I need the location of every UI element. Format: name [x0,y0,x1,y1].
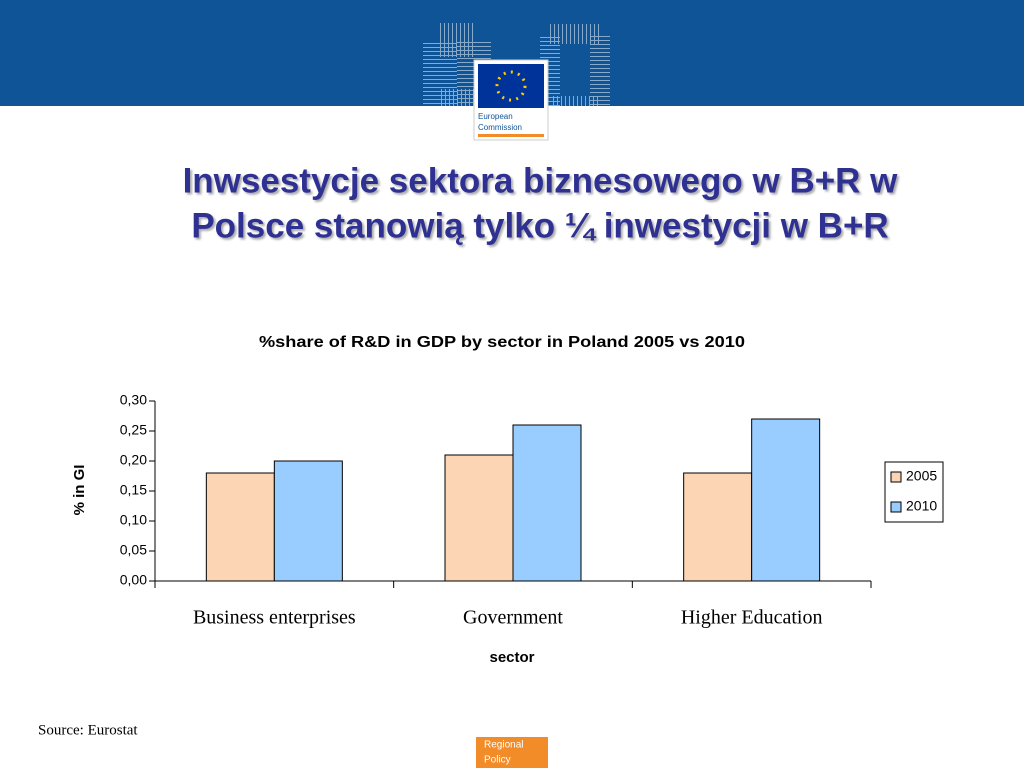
y-tick-label: 0,00 [120,572,147,588]
legend-label: 2005 [906,468,937,484]
source: Source: Eurostat [38,722,138,738]
logo: European Commission [423,23,610,141]
chart: 0,00 0,05 0,10 0,15 0,20 0,25 0,30 Business ent… [120,392,944,629]
x-tick-label: Business enterprises [193,607,356,629]
bar [273,460,343,582]
y-axis-label: % in GI [71,465,88,516]
footer-text: Policy [484,755,511,766]
y-tick-label: 0,20 [120,452,147,468]
x-tick-label: Higher Education [681,607,823,629]
bar [444,454,514,582]
bar [205,472,275,582]
x-tick-label: Government [463,607,563,629]
bar [751,418,821,582]
legend-swatch [890,471,902,483]
y-tick-label: 0,15 [120,482,147,498]
legend-swatch [890,501,902,513]
logo-text: European [478,112,513,121]
footer-badge [476,737,548,768]
y-tick-label: 0,05 [120,542,147,558]
legend-label: 2010 [906,498,937,514]
y-tick-label: 0,10 [120,512,147,528]
chart-title: %share of R&D in GDP by sector in Poland… [259,334,745,351]
footer-text: Regional [484,740,523,751]
slide-title: Inwsestycje sektora biznesowego w B+R w [183,161,899,200]
y-tick-label: 0,25 [120,422,147,438]
logo-text: Commission [478,123,522,132]
x-axis-label: sector [489,649,534,666]
bar [512,424,582,582]
y-tick-label: 0,30 [120,392,147,408]
slide-title: Polsce stanowią tylko ¼ inwestycji w B+R [191,206,888,245]
bar [683,472,753,582]
